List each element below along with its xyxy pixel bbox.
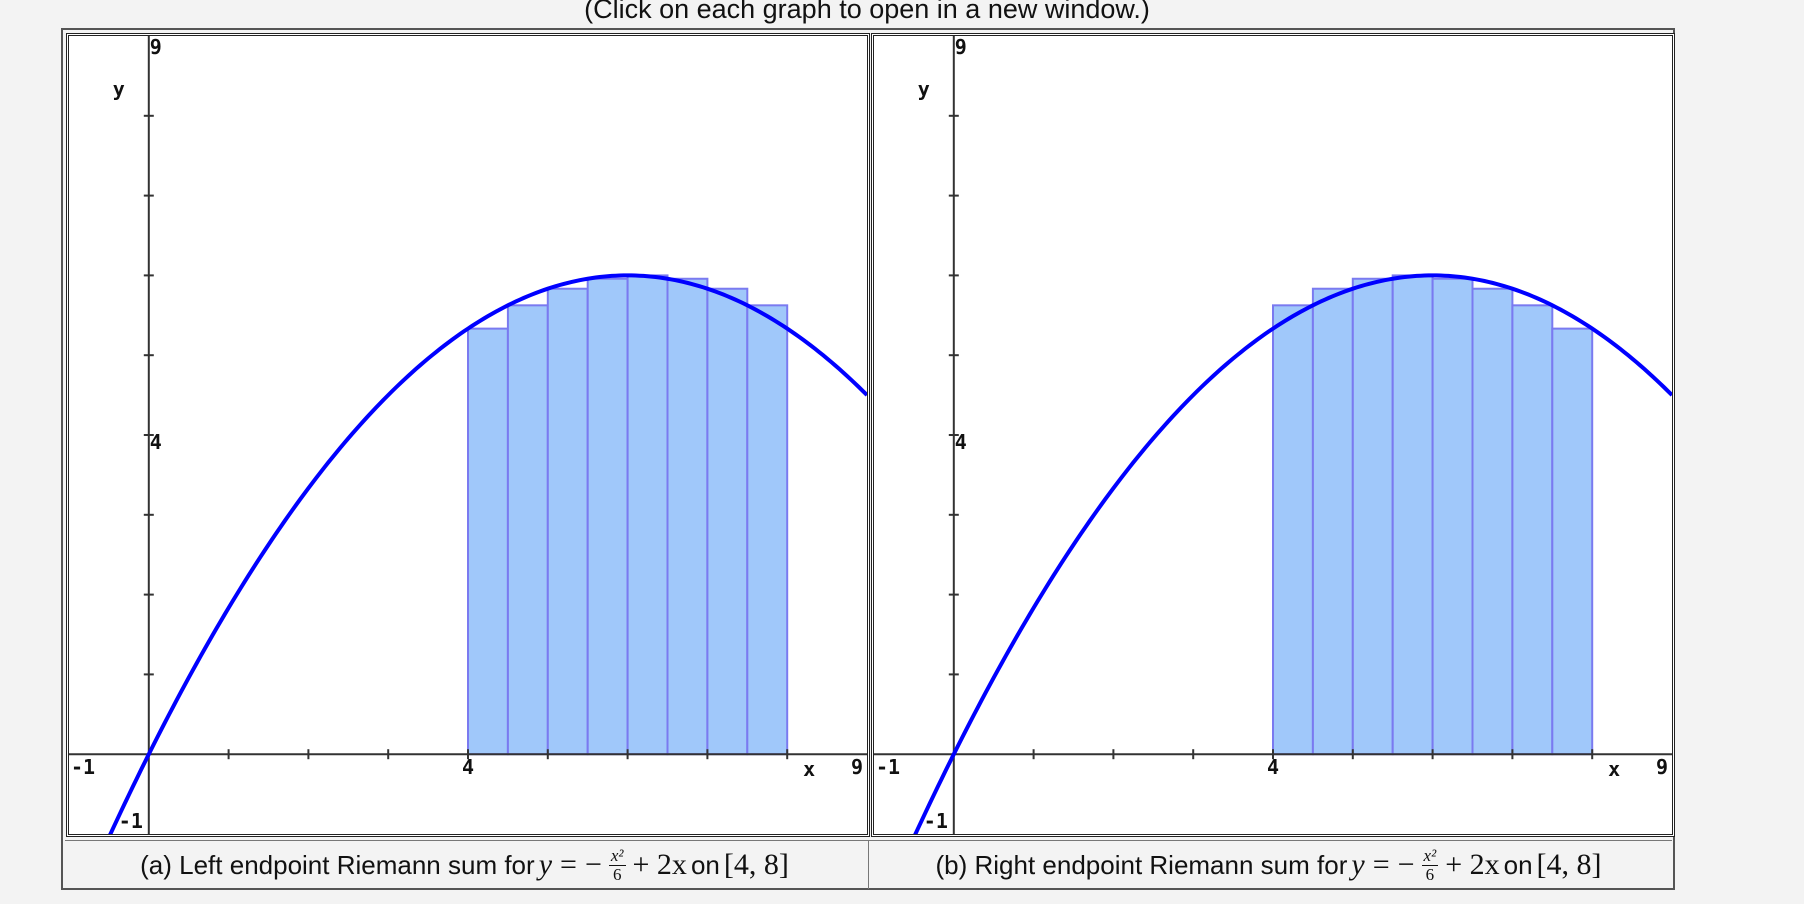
riemann-rectangle [626,274,669,756]
x-axis-label: x [803,757,815,781]
caption-tail: + 2x [1445,848,1500,881]
caption-minus: − [584,848,602,881]
graph-right-endpoint[interactable]: 9 y 4 -1 -1 4 x 9 [871,33,1675,837]
riemann-rectangles [467,274,789,756]
caption-fraction: x² 6 [608,845,626,884]
riemann-rectangle [1511,304,1554,756]
riemann-rectangle [746,304,789,756]
caption-eq: = [560,848,577,881]
riemann-rectangle [546,287,589,756]
riemann-rectangle [1272,304,1314,756]
caption-interval: [4, 8] [1536,848,1602,881]
caption-y: y [1351,848,1365,881]
y-mid-label: 4 [150,430,162,454]
x-max-label: 9 [851,755,863,779]
x-axis-label: x [1608,757,1620,781]
caption-right-endpoint: (b) Right endpoint Riemann sum for y = −… [869,840,1672,889]
y-max-label: 9 [955,36,967,59]
riemann-plot-left: 9 y 4 -1 -1 4 x 9 [69,36,867,834]
x-mid-label: 4 [462,755,474,779]
riemann-rectangle [467,327,509,756]
riemann-plot-right: 9 y 4 -1 -1 4 x 9 [874,36,1672,834]
caption-left-endpoint: (a) Left endpoint Riemann sum for y = − … [65,840,869,889]
function-curve [913,273,1672,834]
riemann-rectangles [1272,274,1594,756]
caption-text: (a) Left endpoint Riemann sum for [140,849,535,880]
function-curve [108,273,867,834]
caption-y: y [538,848,553,881]
x-mid-label: 4 [1267,755,1279,779]
y-min-label: -1 [924,809,948,833]
riemann-rectangle [586,277,629,756]
y-max-label: 9 [150,36,162,59]
riemann-rectangle [1391,274,1434,756]
caption-tail: + 2x [632,848,687,881]
caption-minus: − [1397,848,1415,881]
open-graph-instruction: (Click on each graph to open in a new wi… [584,0,1150,24]
y-axis-label: y [113,77,125,101]
riemann-rectangle [506,304,549,756]
graph-left-endpoint[interactable]: 9 y 4 -1 -1 4 x 9 [66,33,870,837]
riemann-rectangle [1311,287,1354,756]
riemann-rectangle [1551,327,1594,756]
caption-eq: = [1372,848,1390,881]
caption-text: (b) Right endpoint Riemann sum for [935,849,1348,880]
y-mid-label: 4 [955,430,967,454]
y-min-label: -1 [119,809,143,833]
x-min-label: -1 [71,755,95,779]
riemann-rectangle [1471,287,1514,756]
caption-interval: [4, 8] [723,848,789,881]
riemann-rectangle [666,277,709,756]
riemann-rectangle [706,287,749,756]
riemann-rectangle [1431,277,1474,756]
caption-on: on [690,849,720,880]
riemann-rectangle [1351,277,1394,756]
graphs-table: 9 y 4 -1 -1 4 x 9 9 y 4 -1 -1 4 x 9 (a) Left endpoint … [61,28,1675,890]
x-min-label: -1 [876,755,900,779]
caption-fraction: x² 6 [1421,845,1439,884]
y-axis-label: y [918,77,930,101]
x-max-label: 9 [1656,755,1668,779]
caption-on: on [1503,849,1533,880]
